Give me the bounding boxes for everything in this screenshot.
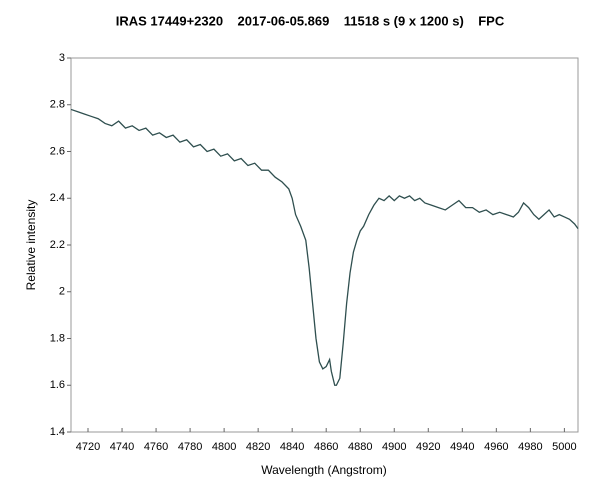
y-tick-label: 2.6	[50, 145, 65, 157]
x-axis-label: Wavelength (Angstrom)	[261, 463, 387, 477]
spectrum-line	[70, 108, 579, 386]
x-tick-label: 4780	[178, 441, 202, 453]
y-tick-label: 1.6	[50, 379, 65, 391]
chart-title: IRAS 17449+2320 2017-06-05.869 11518 s (…	[116, 13, 505, 28]
y-tick-label: 1.8	[50, 332, 65, 344]
y-axis-label: Relative intensity	[24, 200, 38, 291]
x-tick-label: 5000	[552, 441, 576, 453]
x-tick-label: 4940	[450, 441, 474, 453]
y-tick-label: 2.8	[50, 99, 65, 111]
x-tick-label: 4960	[484, 441, 508, 453]
x-tick-label: 4840	[280, 441, 304, 453]
x-tick-label: 4980	[518, 441, 542, 453]
x-tick-label: 4920	[416, 441, 440, 453]
x-tick-label: 4800	[212, 441, 236, 453]
plot-frame	[70, 57, 579, 433]
y-tick-label: 3	[59, 52, 65, 64]
x-tick-label: 4900	[382, 441, 406, 453]
y-tick-label: 2.4	[50, 192, 65, 204]
x-tick-label: 4820	[246, 441, 270, 453]
x-tick-label: 4740	[110, 441, 134, 453]
y-tick-label: 1.4	[50, 426, 65, 438]
x-tick-label: 4720	[76, 441, 100, 453]
x-tick-label: 4880	[348, 441, 372, 453]
x-tick-label: 4860	[314, 441, 338, 453]
y-tick-label: 2.2	[50, 239, 65, 251]
x-tick-label: 4760	[144, 441, 168, 453]
y-tick-label: 2	[59, 286, 65, 298]
